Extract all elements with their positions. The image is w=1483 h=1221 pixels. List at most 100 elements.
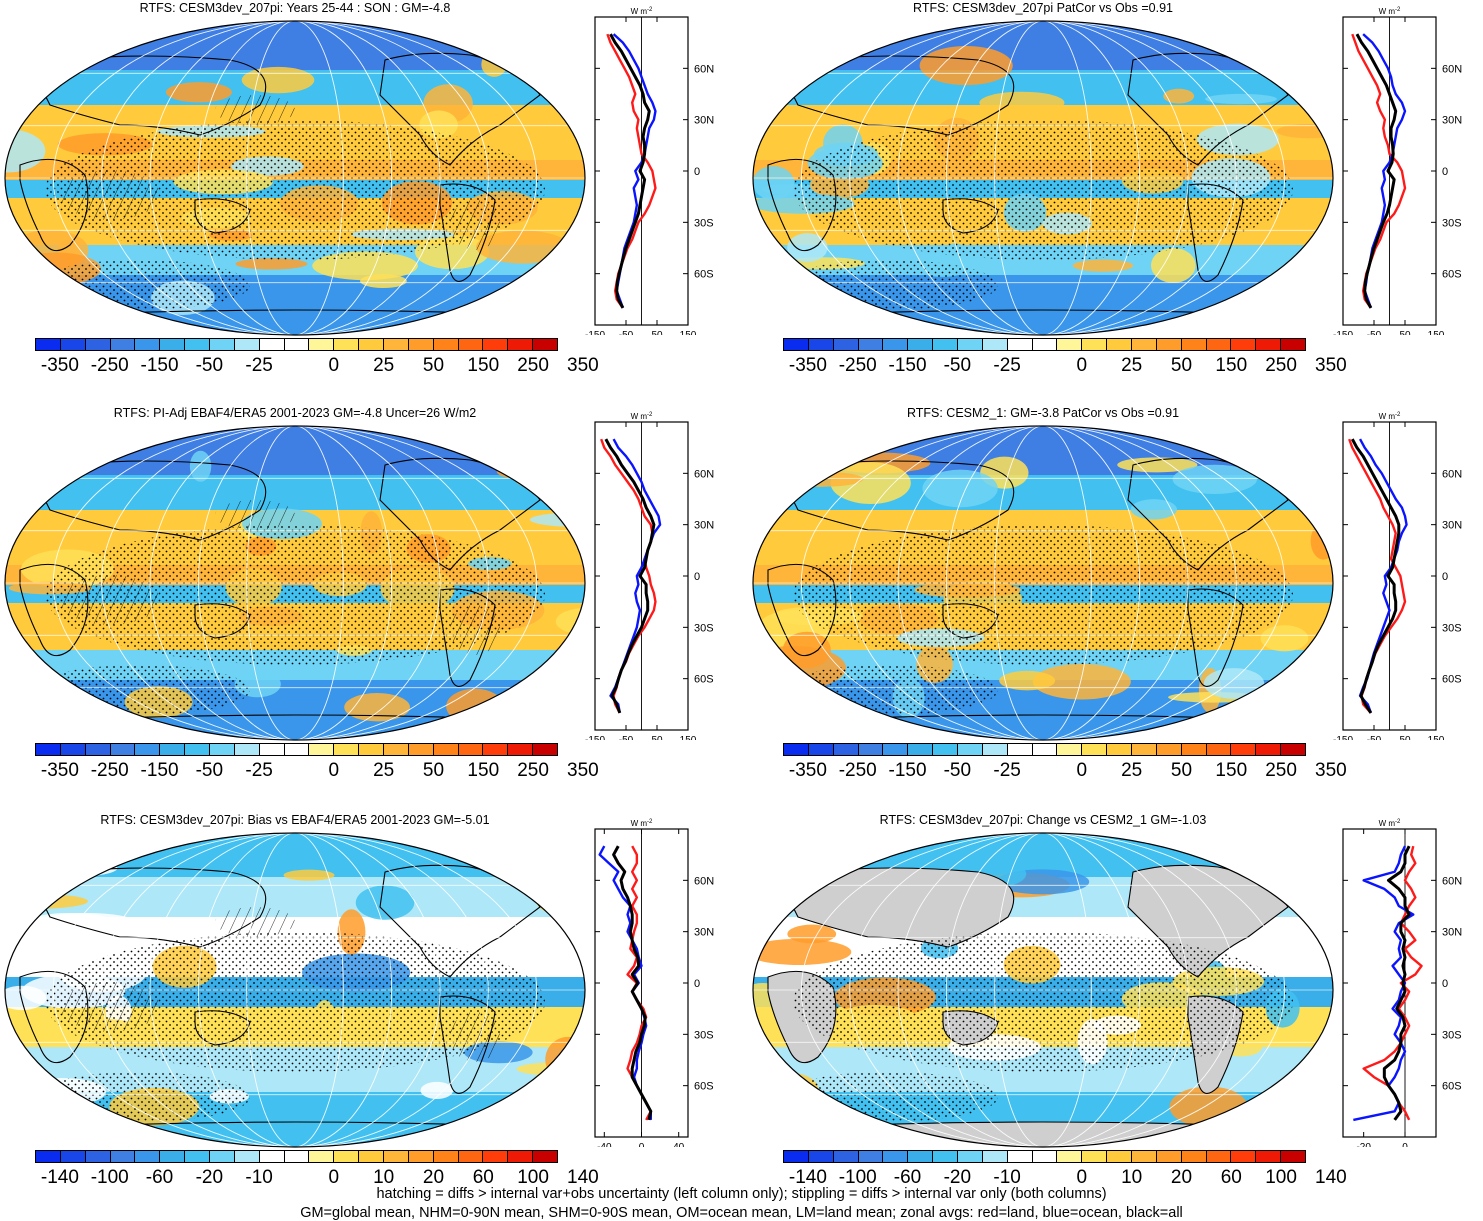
hatching	[215, 907, 295, 937]
lat-tick-label: 60S	[694, 269, 714, 281]
colorbar-labels: -350 -250 -150 -50 -25 0 25 50 150 250 350	[35, 760, 599, 784]
field-blob	[1163, 88, 1195, 104]
colorbar-swatch	[1181, 339, 1207, 350]
field-blob	[40, 913, 134, 929]
x-tick-label: -150	[585, 735, 605, 740]
colorbar-tick-label: 0	[328, 1167, 340, 1188]
coastline	[777, 55, 1015, 136]
stippling	[45, 120, 545, 260]
field-band	[753, 21, 1333, 70]
colorbar-tick-label: -350	[40, 760, 79, 781]
lat-tick-label: 60N	[694, 63, 714, 75]
colorbar-swatch	[284, 1151, 310, 1162]
colorbar-swatch	[533, 744, 558, 755]
colorbar-tick-label: 25	[1121, 760, 1143, 781]
stippling	[45, 525, 545, 665]
colorbar-tick-label: -50	[943, 760, 972, 781]
colorbar-swatch	[85, 744, 111, 755]
global-map	[4, 832, 586, 1148]
graticule-line	[849, 833, 1237, 1147]
colorbar-swatch	[1007, 339, 1033, 350]
lat-tick-label: 60S	[694, 674, 714, 686]
colorbar-swatch	[1082, 1151, 1108, 1162]
field-blob	[511, 531, 585, 565]
colorbar-swatch	[784, 339, 809, 350]
lat-tick-label: 60N	[694, 875, 714, 887]
zonal-unit-sup: -2	[647, 412, 653, 418]
colorbar-swatch	[85, 339, 111, 350]
lat-tick-label: 30N	[1442, 520, 1462, 532]
zonal-plot-frame	[1342, 828, 1437, 1138]
panel-title: RTFS: CESM3dev_207pi PatCor vs Obs =0.91	[913, 1, 1173, 15]
x-tick-label: 150	[680, 330, 697, 335]
colorbar	[783, 1150, 1306, 1163]
colorbar-swatch	[259, 744, 285, 755]
colorbar-tick-label: -250	[90, 760, 129, 781]
colorbar-tick-label: -20	[943, 1167, 972, 1188]
colorbar-swatch	[908, 1151, 934, 1162]
x-tick-label: 50	[651, 330, 663, 335]
colorbar-tick-label: 10	[1121, 1167, 1143, 1188]
colorbar-swatch	[1206, 339, 1232, 350]
x-tick-label: -50	[1367, 330, 1382, 335]
panel-p4: RTFS: CESM2_1: GM=-3.8 PatCor vs Obs =0.…	[748, 405, 1483, 805]
colorbar-tick-label: -250	[90, 355, 129, 376]
colorbar-swatch	[458, 339, 484, 350]
map-border	[752, 20, 1334, 336]
panel-p3: RTFS: PI-Adj EBAF4/ERA5 2001-2023 GM=-4.…	[0, 405, 735, 805]
graticule-line	[149, 21, 441, 335]
field-blob	[9, 859, 118, 878]
panel-title: RTFS: CESM3dev_207pi: Years 25-44 : SON …	[139, 1, 451, 15]
lat-tick-label: 0	[1442, 978, 1448, 990]
colorbar-tick-label: 60	[472, 1167, 494, 1188]
field-blob	[1260, 625, 1309, 652]
lat-tick-label: 0	[694, 166, 700, 178]
colorbar-tick-label: -250	[838, 760, 877, 781]
colorbar-tick-label: 250	[1265, 760, 1297, 781]
field-blob	[1172, 464, 1257, 494]
zonal-mean-plot: W m-2 60N 30N 0 30S 60S -150 -50 50 150	[1333, 412, 1462, 740]
hatching	[450, 1012, 500, 1062]
colorbar-swatch	[359, 744, 385, 755]
field-blob	[557, 875, 584, 887]
colorbar-swatch	[1032, 744, 1058, 755]
colorbar-swatch	[958, 339, 983, 350]
colorbar-swatch	[259, 339, 285, 350]
colorbar-swatch	[1156, 1151, 1182, 1162]
colorbar-swatch	[933, 1151, 959, 1162]
lat-tick-label: 60N	[694, 468, 714, 480]
colorbar-swatch	[1256, 339, 1282, 350]
lat-tick-label: 60N	[1442, 468, 1462, 480]
lat-tick-label: 30S	[1442, 1029, 1462, 1041]
field-blob	[787, 233, 828, 262]
lat-tick-label: 30S	[694, 217, 714, 229]
colorbar-tick-label: -60	[145, 1167, 174, 1188]
field-blob	[355, 885, 415, 920]
series-line-land	[1362, 845, 1423, 1121]
colorbar-swatch	[160, 1151, 186, 1162]
colorbar-tick-label: 350	[1315, 355, 1347, 376]
colorbar-tick-label: -350	[40, 355, 79, 376]
lat-tick-label: 0	[694, 978, 700, 990]
zonal-unit-sup: -2	[647, 819, 653, 825]
colorbar-swatch	[210, 1151, 235, 1162]
colorbar-swatch	[85, 1151, 111, 1162]
colorbar-tick-label: 25	[373, 355, 395, 376]
colorbar-swatch	[1132, 744, 1157, 755]
colorbar-tick-label: 150	[467, 760, 500, 781]
colorbar-tick-label: 50	[422, 760, 445, 781]
colorbar-swatch	[1256, 744, 1282, 755]
x-tick-label: 0	[639, 1142, 645, 1147]
colorbar-swatch	[1107, 339, 1133, 350]
colorbar-swatch	[309, 1151, 335, 1162]
zonal-unit: W m-2	[1379, 819, 1401, 828]
field-blob	[1072, 259, 1134, 272]
hatching	[450, 605, 500, 655]
colorbar-tick-label: 20	[422, 1167, 445, 1188]
stippling	[793, 120, 1293, 260]
stippling	[778, 260, 998, 310]
colorbar-swatch	[234, 744, 260, 755]
x-tick-label: -150	[1333, 330, 1353, 335]
colorbar	[783, 743, 1306, 756]
field-blob	[919, 46, 1013, 86]
